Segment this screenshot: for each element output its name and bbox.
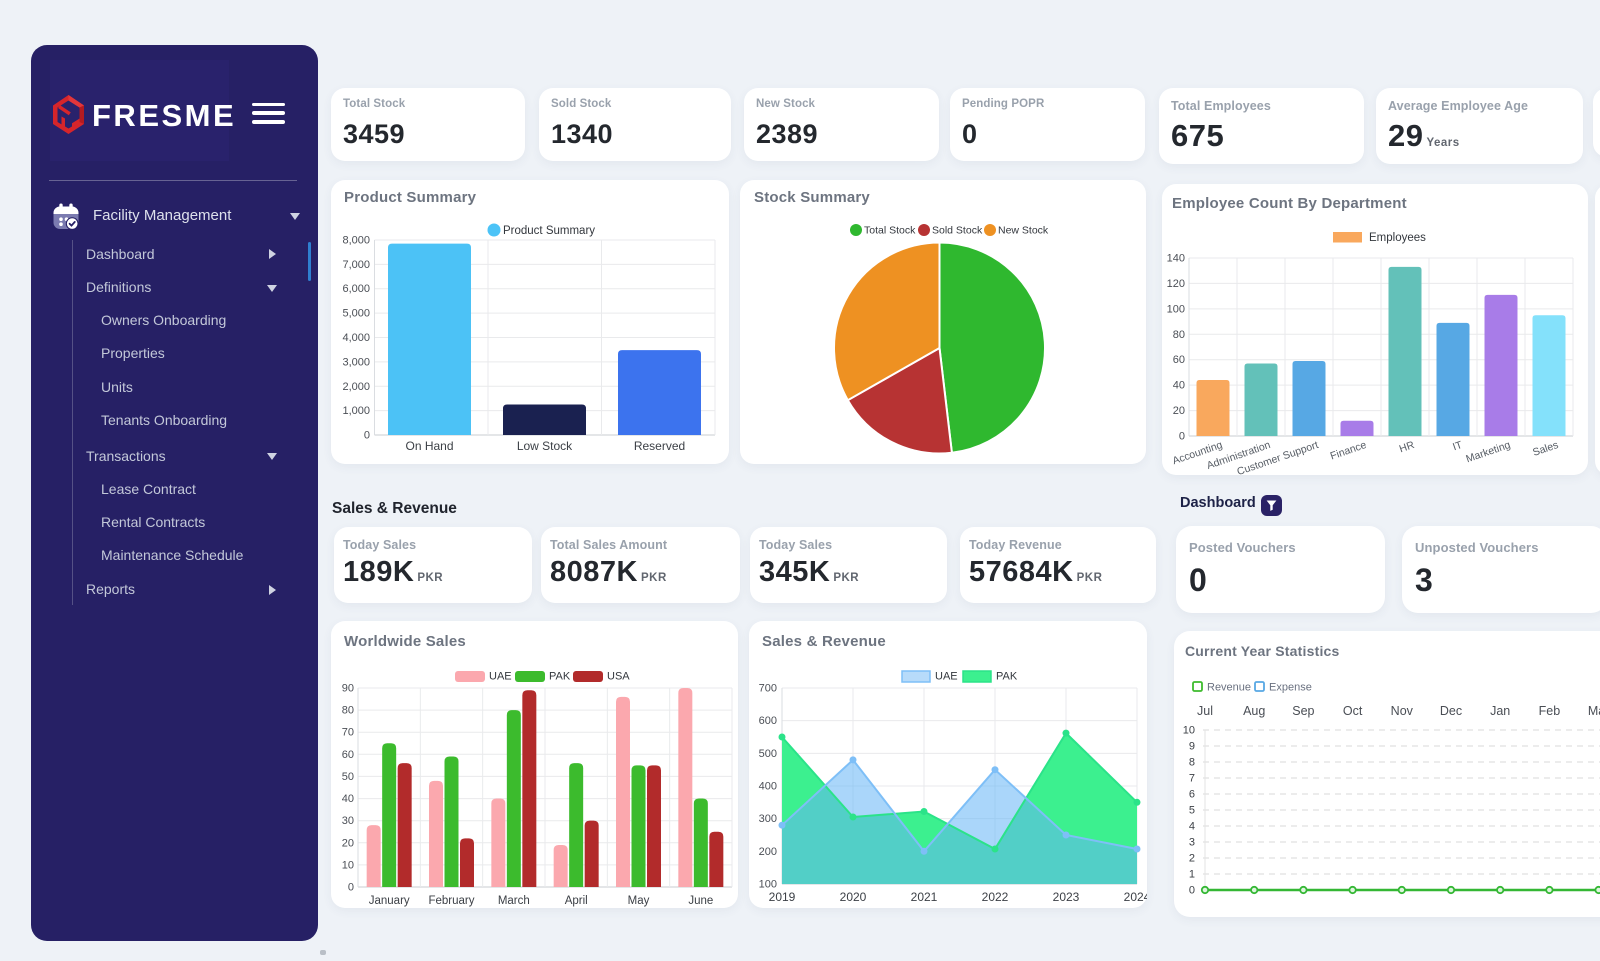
svg-text:Low Stock: Low Stock: [517, 439, 573, 453]
svg-text:Expense: Expense: [1269, 682, 1312, 694]
svg-text:April: April: [565, 895, 588, 907]
svg-text:200: 200: [759, 846, 777, 858]
svg-text:Revenue: Revenue: [1207, 682, 1251, 694]
svg-text:February: February: [428, 895, 474, 907]
svg-text:HR: HR: [1398, 439, 1417, 455]
svg-text:2022: 2022: [982, 890, 1009, 904]
svg-text:20: 20: [1173, 405, 1185, 417]
svg-text:USA: USA: [607, 671, 630, 683]
svg-text:30: 30: [342, 815, 354, 827]
svg-text:Nov: Nov: [1391, 704, 1414, 718]
svg-text:Feb: Feb: [1539, 704, 1561, 718]
svg-text:On Hand: On Hand: [405, 439, 453, 453]
svg-text:1: 1: [1189, 869, 1195, 881]
svg-text:0: 0: [1189, 885, 1195, 897]
svg-text:3: 3: [1189, 837, 1195, 849]
svg-text:2: 2: [1189, 853, 1195, 865]
svg-text:Dec: Dec: [1440, 704, 1462, 718]
svg-text:Finance: Finance: [1329, 439, 1368, 463]
svg-text:Oct: Oct: [1343, 704, 1363, 718]
svg-text:2021: 2021: [911, 890, 938, 904]
svg-text:20: 20: [342, 837, 354, 849]
svg-text:New Stock: New Stock: [998, 225, 1049, 237]
svg-text:UAE: UAE: [489, 671, 512, 683]
svg-text:Reserved: Reserved: [634, 439, 685, 453]
svg-text:Mar: Mar: [1588, 704, 1600, 718]
svg-text:90: 90: [342, 683, 354, 695]
svg-text:80: 80: [342, 705, 354, 717]
svg-text:Employees: Employees: [1369, 232, 1426, 244]
svg-text:500: 500: [759, 748, 777, 760]
svg-text:40: 40: [342, 793, 354, 805]
svg-text:January: January: [369, 895, 410, 907]
svg-text:8,000: 8,000: [342, 235, 370, 247]
svg-text:March: March: [498, 895, 530, 907]
svg-text:2023: 2023: [1053, 890, 1080, 904]
svg-text:3,000: 3,000: [342, 356, 370, 368]
svg-text:2024: 2024: [1124, 890, 1147, 904]
svg-text:Marketing: Marketing: [1464, 439, 1512, 465]
svg-text:7: 7: [1189, 773, 1195, 785]
svg-text:PAK: PAK: [549, 671, 571, 683]
svg-text:Sep: Sep: [1292, 704, 1314, 718]
svg-text:0: 0: [348, 882, 354, 894]
svg-text:4: 4: [1189, 821, 1195, 833]
svg-text:40: 40: [1173, 380, 1185, 392]
svg-text:8: 8: [1189, 757, 1195, 769]
svg-text:7,000: 7,000: [342, 259, 370, 271]
svg-text:Sales: Sales: [1531, 439, 1560, 459]
svg-text:140: 140: [1167, 253, 1185, 265]
svg-text:IT: IT: [1451, 439, 1464, 454]
svg-text:Jan: Jan: [1490, 704, 1510, 718]
svg-text:June: June: [688, 895, 713, 907]
svg-text:700: 700: [759, 683, 777, 695]
svg-text:400: 400: [759, 781, 777, 793]
svg-text:9: 9: [1189, 741, 1195, 753]
svg-text:PAK: PAK: [996, 671, 1018, 683]
svg-text:5: 5: [1189, 805, 1195, 817]
svg-text:2020: 2020: [840, 890, 867, 904]
svg-text:70: 70: [342, 727, 354, 739]
svg-text:0: 0: [364, 430, 370, 442]
svg-text:300: 300: [759, 813, 777, 825]
svg-text:2019: 2019: [769, 890, 796, 904]
svg-text:0: 0: [1179, 431, 1185, 443]
svg-text:Sold Stock: Sold Stock: [932, 225, 983, 237]
svg-text:Aug: Aug: [1243, 704, 1265, 718]
svg-text:2,000: 2,000: [342, 381, 370, 393]
svg-text:Total Stock: Total Stock: [864, 225, 916, 237]
svg-text:6: 6: [1189, 789, 1195, 801]
svg-text:100: 100: [1167, 303, 1185, 315]
svg-text:5,000: 5,000: [342, 308, 370, 320]
svg-text:10: 10: [342, 859, 354, 871]
svg-text:Product Summary: Product Summary: [503, 225, 595, 237]
svg-text:1,000: 1,000: [342, 405, 370, 417]
svg-text:120: 120: [1167, 278, 1185, 290]
svg-text:50: 50: [342, 771, 354, 783]
svg-text:60: 60: [1173, 354, 1185, 366]
svg-text:80: 80: [1173, 329, 1185, 341]
svg-text:10: 10: [1183, 725, 1195, 737]
svg-text:UAE: UAE: [935, 671, 958, 683]
svg-text:6,000: 6,000: [342, 283, 370, 295]
svg-text:May: May: [628, 895, 650, 907]
svg-text:100: 100: [759, 879, 777, 891]
svg-text:Jul: Jul: [1197, 704, 1213, 718]
svg-text:4,000: 4,000: [342, 332, 370, 344]
svg-text:60: 60: [342, 749, 354, 761]
svg-text:600: 600: [759, 715, 777, 727]
